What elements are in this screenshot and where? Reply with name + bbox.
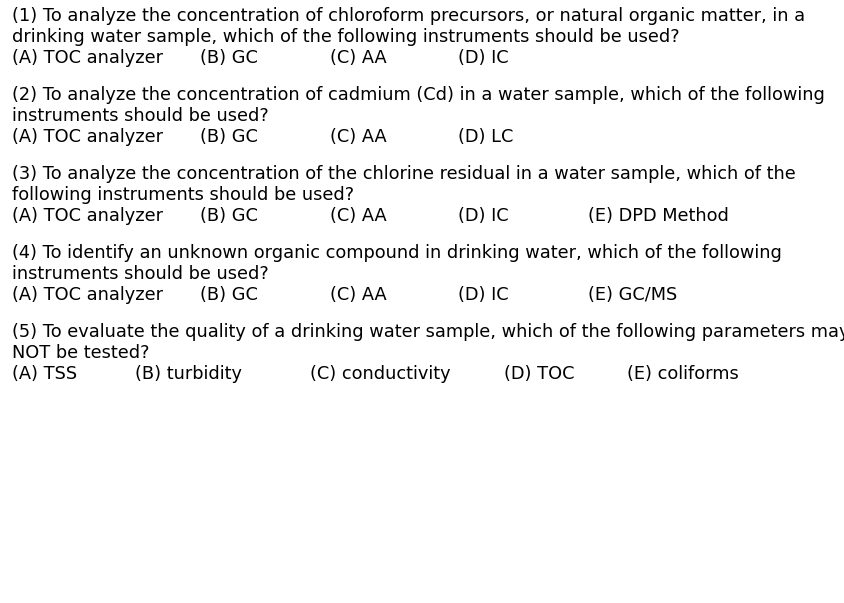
Text: (C) AA: (C) AA bbox=[330, 128, 387, 146]
Text: (B) turbidity: (B) turbidity bbox=[135, 365, 242, 383]
Text: (5) To evaluate the quality of a drinking water sample, which of the following p: (5) To evaluate the quality of a drinkin… bbox=[12, 323, 844, 341]
Text: (E) coliforms: (E) coliforms bbox=[627, 365, 738, 383]
Text: NOT be tested?: NOT be tested? bbox=[12, 344, 149, 362]
Text: following instruments should be used?: following instruments should be used? bbox=[12, 186, 354, 204]
Text: (C) AA: (C) AA bbox=[330, 49, 387, 67]
Text: (B) GC: (B) GC bbox=[200, 128, 258, 146]
Text: (D) IC: (D) IC bbox=[458, 207, 509, 225]
Text: (D) IC: (D) IC bbox=[458, 49, 509, 67]
Text: (A) TOC analyzer: (A) TOC analyzer bbox=[12, 49, 163, 67]
Text: (D) LC: (D) LC bbox=[458, 128, 513, 146]
Text: instruments should be used?: instruments should be used? bbox=[12, 265, 268, 283]
Text: (3) To analyze the concentration of the chlorine residual in a water sample, whi: (3) To analyze the concentration of the … bbox=[12, 165, 796, 183]
Text: instruments should be used?: instruments should be used? bbox=[12, 107, 268, 125]
Text: drinking water sample, which of the following instruments should be used?: drinking water sample, which of the foll… bbox=[12, 28, 679, 46]
Text: (A) TOC analyzer: (A) TOC analyzer bbox=[12, 207, 163, 225]
Text: (4) To identify an unknown organic compound in drinking water, which of the foll: (4) To identify an unknown organic compo… bbox=[12, 244, 782, 262]
Text: (C) conductivity: (C) conductivity bbox=[310, 365, 451, 383]
Text: (E) DPD Method: (E) DPD Method bbox=[588, 207, 729, 225]
Text: (C) AA: (C) AA bbox=[330, 207, 387, 225]
Text: (B) GC: (B) GC bbox=[200, 49, 258, 67]
Text: (A) TSS: (A) TSS bbox=[12, 365, 77, 383]
Text: (C) AA: (C) AA bbox=[330, 286, 387, 304]
Text: (E) GC/MS: (E) GC/MS bbox=[588, 286, 677, 304]
Text: (D) IC: (D) IC bbox=[458, 286, 509, 304]
Text: (2) To analyze the concentration of cadmium (Cd) in a water sample, which of the: (2) To analyze the concentration of cadm… bbox=[12, 86, 825, 104]
Text: (B) GC: (B) GC bbox=[200, 207, 258, 225]
Text: (A) TOC analyzer: (A) TOC analyzer bbox=[12, 286, 163, 304]
Text: (1) To analyze the concentration of chloroform precursors, or natural organic ma: (1) To analyze the concentration of chlo… bbox=[12, 7, 805, 25]
Text: (B) GC: (B) GC bbox=[200, 286, 258, 304]
Text: (A) TOC analyzer: (A) TOC analyzer bbox=[12, 128, 163, 146]
Text: (D) TOC: (D) TOC bbox=[504, 365, 575, 383]
